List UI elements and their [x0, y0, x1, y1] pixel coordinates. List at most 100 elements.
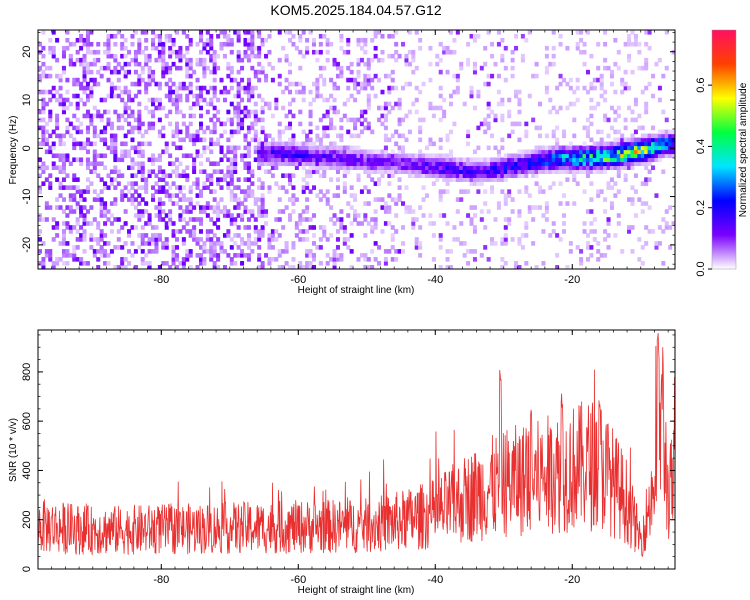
spectrogram-cell [72, 93, 77, 99]
spectrogram-cell [414, 65, 419, 71]
spectrogram-cell [161, 169, 166, 174]
spectrogram-cell [561, 213, 566, 218]
spectrogram-cell [657, 157, 662, 163]
spectrogram-cell [209, 177, 214, 182]
colorbar-frame [711, 29, 737, 270]
spectrogram-cell [349, 221, 354, 226]
spectrogram-cell [359, 157, 364, 163]
spectrogram-cell [205, 233, 210, 238]
spectrogram-cell [359, 121, 364, 127]
spectrogram-cell [503, 225, 508, 230]
spectrogram-cell [130, 125, 135, 131]
spectrogram-cell [277, 209, 282, 214]
spectrogram-cell [41, 73, 46, 79]
spectrogram-cell [260, 65, 265, 71]
spectrogram-cell [493, 173, 498, 178]
spectrogram-cell [517, 89, 522, 95]
spectrogram-cell [366, 169, 371, 174]
spectrogram-cell [346, 145, 351, 151]
spectrogram-cell [209, 217, 214, 222]
spectrogram-cell [127, 105, 132, 111]
spectrogram-cell [270, 149, 275, 155]
spectrogram-cell [514, 33, 519, 39]
spectrogram-cell [373, 73, 378, 79]
spectrogram-cell [154, 249, 159, 254]
spectrogram-cell [640, 161, 645, 167]
spectrogram-cell [305, 261, 310, 266]
spectrogram-cell [38, 229, 43, 234]
spectrogram-cell [72, 249, 77, 254]
spectrogram-cell [630, 197, 635, 202]
spectrogram-cell [544, 145, 549, 151]
spectrogram-cell [332, 161, 337, 167]
spectrogram-cell [305, 37, 310, 43]
spectrogram-cell [58, 101, 63, 107]
spectrogram-cell [89, 221, 94, 226]
spectrogram-cell [438, 161, 443, 167]
spectrogram-cell [260, 105, 265, 111]
spectrogram-cell [82, 261, 87, 266]
spectrogram-cell [274, 149, 279, 155]
spectrogram-cell [38, 89, 43, 95]
spectrogram-cell [500, 101, 505, 107]
spectrogram-cell [291, 257, 296, 262]
spectrogram-cell [151, 30, 156, 35]
spectrogram-cell [264, 169, 269, 174]
spectrogram-cell [236, 205, 241, 210]
spectrogram-cell [246, 245, 251, 250]
spectrogram-cell [192, 93, 197, 99]
spectrogram-cell [517, 149, 522, 155]
spectrogram-cell [226, 169, 231, 174]
spectrogram-cell [174, 193, 180, 198]
spectrogram-cell [490, 241, 495, 246]
spectrogram-cell [281, 173, 286, 178]
spectrogram-cell [322, 229, 327, 234]
spectrogram-cell [555, 233, 560, 238]
spectrogram-cell [229, 133, 234, 139]
spectrogram-cell [452, 225, 457, 230]
spectrogram-cell [277, 185, 282, 190]
spectrogram-cell [140, 121, 145, 127]
spectrogram-cell [507, 157, 512, 163]
spectrogram-cell [75, 217, 80, 222]
spectrogram-cell [500, 189, 505, 194]
spectrogram-cell [647, 145, 652, 151]
spectrogram-cell [195, 77, 200, 83]
spectrogram-cell [401, 85, 406, 91]
spectrogram-cell [616, 65, 621, 71]
spectrogram-cell [380, 89, 385, 95]
spectrogram-cell [606, 161, 611, 167]
spectrogram-cell [603, 145, 608, 151]
spectrogram-cell [181, 261, 186, 266]
spectrogram-cell [538, 153, 543, 159]
spectrogram-cell [61, 241, 66, 246]
spectrogram-cell [579, 257, 584, 262]
spectrogram-cell [192, 237, 197, 242]
spectrogram-cell [130, 185, 135, 190]
spectrogram-cell [202, 97, 207, 103]
spectrogram-cell [507, 221, 512, 226]
spectrogram-cell [205, 49, 210, 55]
spectrogram-cell [168, 209, 173, 214]
spectrogram-cell [202, 169, 207, 174]
spectrogram-cell [582, 41, 587, 47]
spectrogram-cell [198, 237, 203, 242]
spectrogram-cell [411, 165, 416, 171]
spectrogram-cell [377, 261, 382, 266]
spectrogram-cell [48, 257, 53, 262]
spectrogram-cell [301, 265, 306, 269]
spectrogram-cell [219, 241, 224, 246]
spectrogram-cell [240, 65, 245, 71]
spectrogram-cell [202, 129, 207, 135]
spectrogram-cell [424, 161, 430, 167]
spectrogram-cell [164, 173, 169, 178]
spectrogram-cell [603, 209, 608, 214]
spectrogram-cell [390, 33, 395, 39]
spectrogram-cell [524, 261, 529, 266]
spectrogram-cell [435, 177, 440, 182]
spectrogram-cell [466, 129, 471, 135]
spectrogram-cell [82, 57, 87, 63]
spectrogram-cell [671, 141, 675, 147]
spectrogram-cell [226, 117, 231, 123]
spectrogram-cell [260, 117, 265, 123]
